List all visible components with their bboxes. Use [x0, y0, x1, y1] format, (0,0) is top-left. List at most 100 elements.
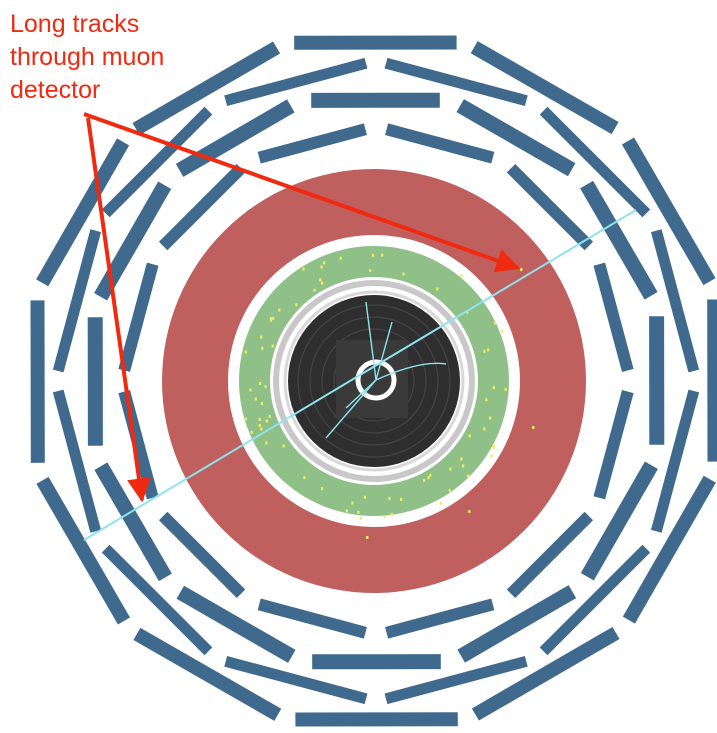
muon-chamber-segment [593, 262, 634, 372]
muon-chamber-segment [101, 106, 213, 218]
annotation-line-2: through muon [10, 43, 165, 71]
muon-chamber-segment [384, 655, 528, 705]
hit-mark [402, 272, 405, 276]
hit-mark [493, 446, 496, 450]
muon-track [83, 209, 637, 541]
muon-chamber-rings [30, 35, 717, 727]
hit-mark [249, 388, 252, 392]
muon-chamber-segment [385, 598, 495, 639]
muon-chamber-segment [471, 626, 620, 721]
hit-mark [460, 274, 463, 278]
hit-mark [462, 464, 465, 468]
muon-chamber-segment [650, 229, 700, 373]
hit-mark [492, 386, 495, 390]
annotation-line-1: Long tracks [10, 10, 140, 38]
muon-chamber-segment [257, 123, 367, 164]
calorimeter-hits [244, 253, 535, 539]
hit-mark [272, 316, 275, 320]
tracker-inner-ring [283, 290, 465, 472]
hit-mark [363, 495, 366, 499]
hit-mark [369, 269, 372, 273]
muon-chamber-segment [133, 627, 282, 721]
hit-mark [440, 501, 443, 505]
hit-mark [269, 317, 273, 321]
hit-mark [320, 281, 324, 285]
muon-chamber-segment [384, 57, 528, 107]
muon-chamber-segment [650, 389, 700, 533]
muon-chamber-segment [539, 544, 651, 656]
hit-mark [460, 457, 463, 461]
hit-mark [319, 278, 322, 282]
hit-mark [259, 382, 262, 385]
arrow-to-upper-right-track-exit [83, 112, 521, 273]
annotation-line-3: detector [10, 76, 101, 104]
hit-mark [366, 536, 369, 539]
hit-mark [260, 402, 264, 406]
hit-mark [468, 434, 471, 438]
hit-mark [295, 303, 298, 307]
hit-mark [359, 516, 362, 520]
tracker-outer-ring [273, 280, 475, 482]
hit-mark [436, 287, 439, 291]
muon-chamber-segment [457, 585, 577, 663]
muon-chamber-segment [175, 99, 295, 177]
muon-chamber-segment [36, 476, 131, 625]
muon-chamber-segment [593, 390, 634, 500]
hit-mark [261, 346, 264, 350]
hit-mark [501, 329, 504, 333]
hit-mark [504, 387, 507, 391]
hit-mark [320, 265, 323, 269]
hit-mark [520, 268, 523, 271]
hit-mark [269, 318, 273, 322]
muon-chamber-segment [52, 229, 102, 373]
hit-mark [449, 467, 452, 471]
muon-chamber-segment [132, 41, 281, 136]
hit-mark [323, 261, 326, 265]
hit-mark [423, 478, 426, 482]
hit-mark [489, 416, 492, 420]
hit-mark [321, 487, 324, 491]
muon-chamber-segment [539, 106, 651, 218]
muon-chamber-segment [506, 511, 594, 599]
hit-mark [400, 497, 403, 501]
hit-mark [282, 444, 285, 448]
hit-mark [467, 474, 470, 478]
hit-mark [258, 424, 261, 427]
hit-mark [388, 497, 391, 500]
hit-mark [244, 417, 248, 421]
muon-chamber-segment [506, 163, 594, 251]
hit-mark [493, 321, 497, 325]
hit-mark [371, 253, 375, 257]
beam-pipe-ring [355, 359, 397, 401]
hit-mark [483, 349, 486, 353]
hit-mark [244, 350, 247, 354]
hit-mark [485, 398, 488, 402]
tracker-layer-rings [297, 304, 451, 458]
hit-mark [483, 427, 486, 431]
hit-mark [383, 515, 386, 519]
muon-chamber-segment [621, 137, 716, 286]
hit-mark [427, 476, 430, 480]
hit-mark [345, 509, 348, 513]
hit-mark [357, 510, 360, 514]
hit-mark [302, 267, 305, 271]
muon-chamber-segment [176, 585, 296, 663]
hit-mark [487, 348, 490, 352]
hit-mark [264, 385, 267, 389]
hit-mark [271, 344, 274, 348]
hit-mark [390, 512, 393, 516]
muon-chamber-segment [456, 99, 576, 177]
muon-chamber-segment [385, 123, 495, 164]
muon-chamber-segment [224, 57, 368, 107]
hit-mark [351, 501, 354, 505]
muon-chamber-segment [118, 262, 159, 372]
muon-chamber-segment [580, 180, 658, 300]
hit-mark [268, 415, 271, 418]
hit-mark [254, 397, 257, 401]
hit-mark [339, 256, 342, 260]
muon-chamber-segment [257, 598, 367, 639]
muon-chamber-segment [94, 462, 172, 582]
muon-chamber-segment [36, 138, 130, 287]
muon-chamber-segment [52, 389, 102, 533]
